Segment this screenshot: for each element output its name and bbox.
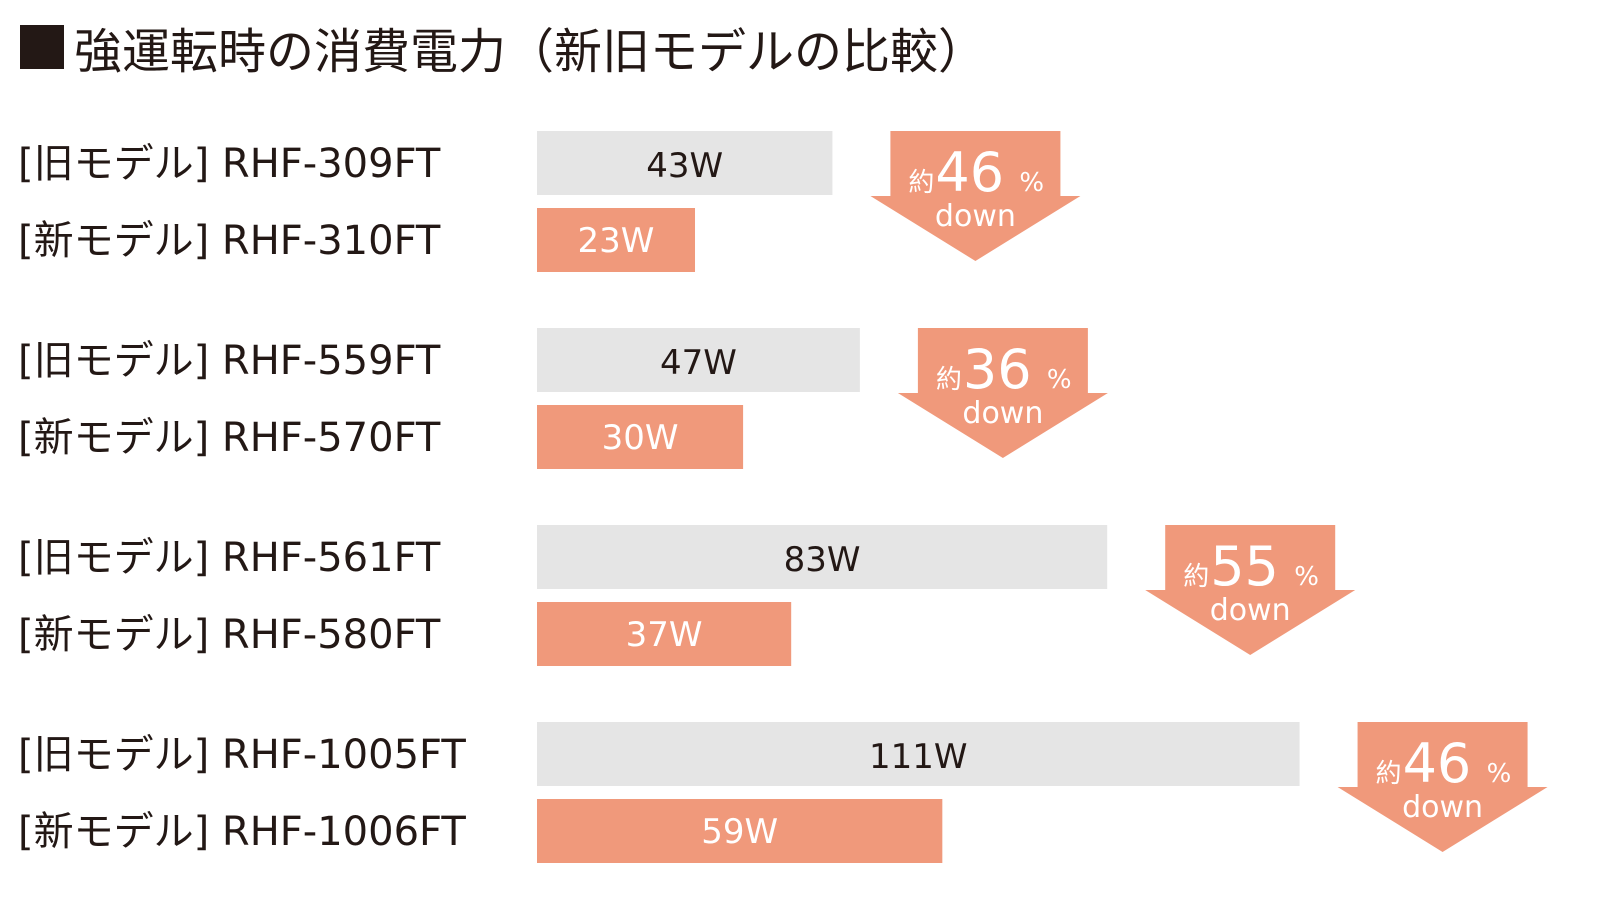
down-label: down (1210, 593, 1291, 628)
approx-label: 約 (908, 168, 934, 198)
new-model-bar (537, 208, 696, 272)
old-model-bar (537, 525, 1108, 589)
old-model-label: [旧モデル] RHF-309FT (18, 141, 441, 187)
old-model-label: [旧モデル] RHF-561FT (18, 535, 441, 581)
old-value-label: 43W (646, 146, 723, 186)
new-model-label: [新モデル] RHF-1006FT (18, 809, 466, 855)
down-arrow-icon (1337, 722, 1548, 852)
old-model-label: [旧モデル] RHF-1005FT (18, 732, 466, 778)
chart-title: 強運転時の消費電力（新旧モデルの比較） (74, 24, 986, 80)
down-label: down (935, 199, 1016, 234)
approx-label: 約 (936, 365, 962, 395)
old-model-bar (537, 131, 833, 195)
new-model-bar (537, 405, 744, 469)
new-value-label: 30W (602, 418, 679, 458)
percent-sign: % (1294, 562, 1319, 592)
reduction-percent: 36 (963, 338, 1032, 401)
old-value-label: 47W (660, 343, 737, 383)
new-model-label: [新モデル] RHF-310FT (18, 218, 441, 264)
reduction-percent: 46 (1403, 732, 1472, 795)
down-arrow-icon (897, 328, 1108, 458)
old-model-bar (537, 328, 860, 392)
new-model-label: [新モデル] RHF-570FT (18, 415, 441, 461)
title-square-marker (20, 25, 64, 69)
old-model-bar (537, 722, 1300, 786)
percent-sign: % (1047, 365, 1072, 395)
percent-sign: % (1019, 168, 1044, 198)
down-label: down (1402, 790, 1483, 825)
new-model-bar (537, 799, 943, 863)
reduction-percent: 55 (1210, 535, 1279, 598)
new-value-label: 23W (578, 221, 655, 261)
new-value-label: 59W (701, 812, 778, 852)
percent-sign: % (1487, 759, 1512, 789)
approx-label: 約 (1376, 759, 1402, 789)
new-model-bar (537, 602, 792, 666)
old-value-label: 83W (784, 540, 861, 580)
down-arrow-icon (870, 131, 1081, 261)
reduction-percent: 46 (935, 141, 1004, 204)
down-label: down (962, 396, 1043, 431)
new-model-label: [新モデル] RHF-580FT (18, 612, 441, 658)
approx-label: 約 (1183, 562, 1209, 592)
new-value-label: 37W (626, 615, 703, 655)
old-model-label: [旧モデル] RHF-559FT (18, 338, 441, 384)
down-arrow-icon (1145, 525, 1356, 655)
old-value-label: 111W (869, 737, 968, 777)
